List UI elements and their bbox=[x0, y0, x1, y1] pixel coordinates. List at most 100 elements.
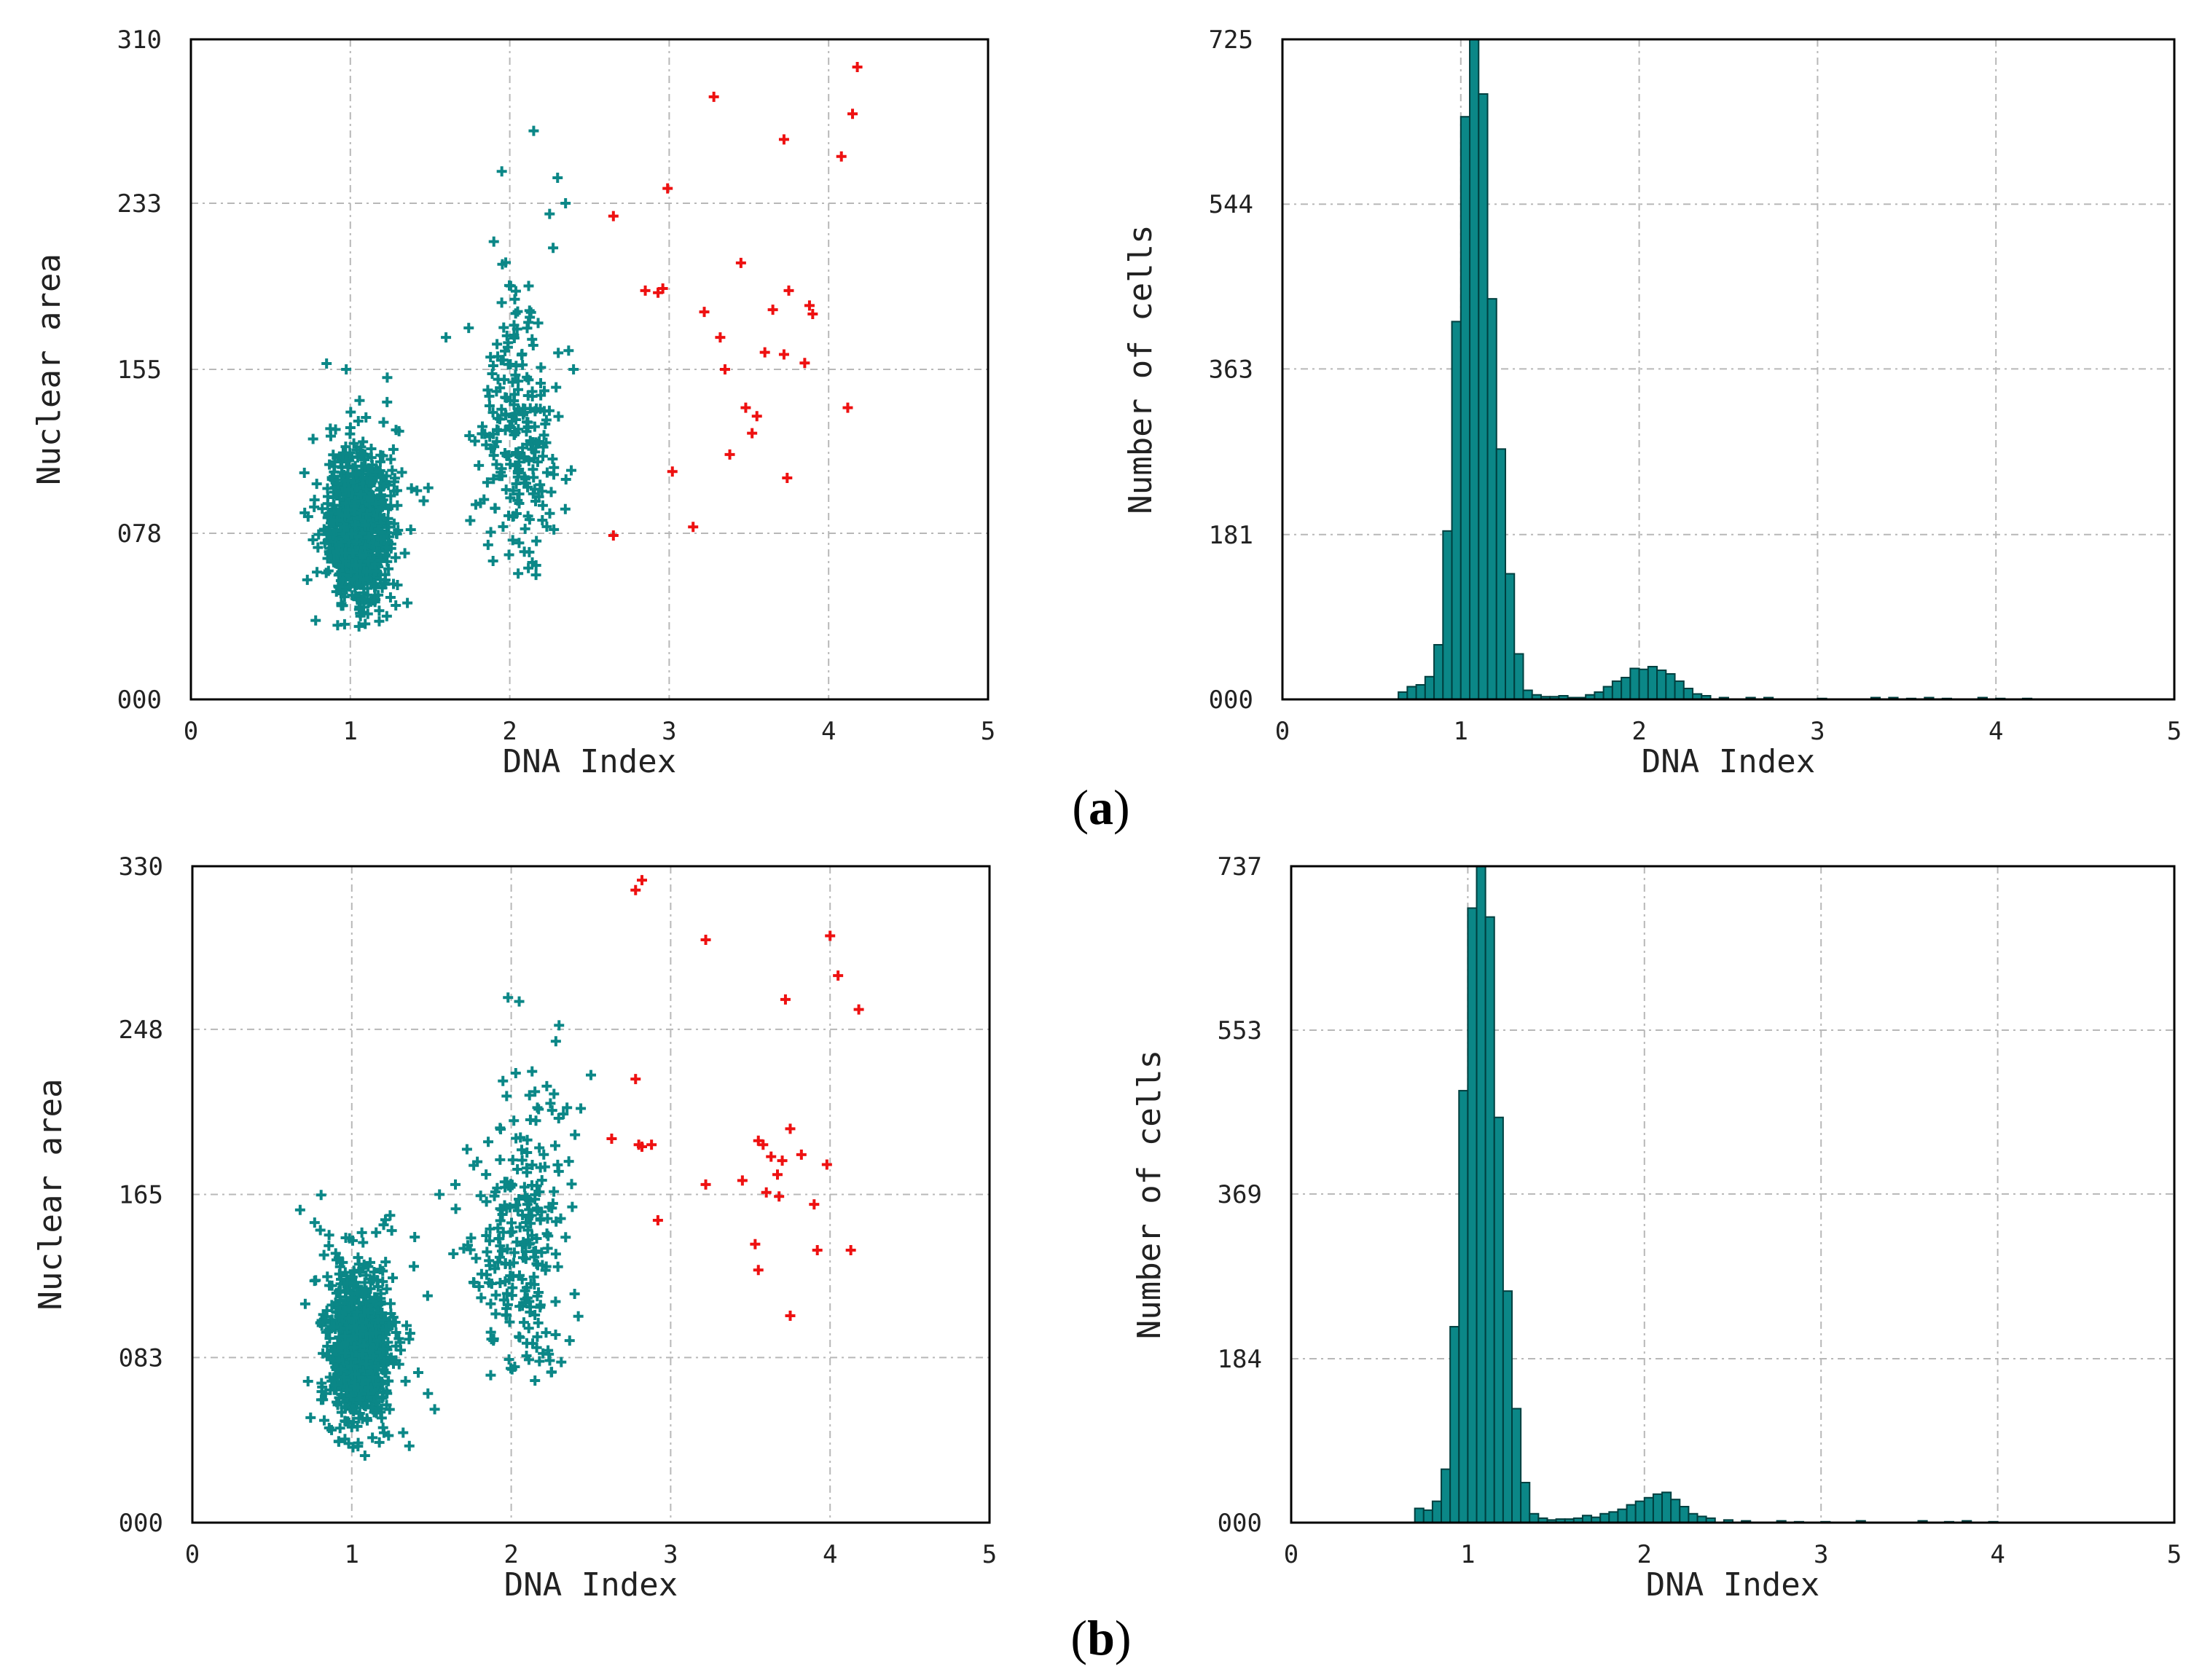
data-point bbox=[367, 1275, 378, 1286]
data-point bbox=[560, 503, 571, 514]
data-point bbox=[354, 395, 365, 406]
data-point bbox=[321, 358, 332, 369]
histogram-bar bbox=[1626, 1504, 1637, 1524]
data-point bbox=[481, 1196, 492, 1207]
data-point bbox=[363, 1382, 374, 1393]
data-point bbox=[318, 524, 329, 535]
data-point bbox=[537, 500, 548, 511]
data-point bbox=[531, 535, 542, 546]
data-point bbox=[340, 1416, 350, 1426]
data-point bbox=[496, 1246, 507, 1257]
data-point bbox=[527, 1066, 538, 1077]
data-point bbox=[509, 332, 520, 343]
data-point bbox=[537, 515, 548, 526]
data-point bbox=[404, 1334, 415, 1345]
series-outlier bbox=[608, 61, 863, 541]
outlier-point bbox=[699, 307, 710, 318]
data-point bbox=[388, 444, 399, 455]
data-point bbox=[329, 1380, 340, 1391]
data-point bbox=[391, 1327, 401, 1338]
data-point bbox=[418, 495, 429, 506]
data-point bbox=[324, 1333, 335, 1344]
data-point bbox=[375, 466, 385, 476]
data-point bbox=[482, 385, 493, 396]
data-point bbox=[495, 1154, 506, 1165]
outlier-point bbox=[735, 257, 746, 268]
data-point bbox=[524, 1296, 535, 1307]
data-point bbox=[556, 1357, 567, 1367]
data-point bbox=[491, 459, 502, 470]
data-point bbox=[356, 489, 367, 500]
outlier-point bbox=[807, 309, 818, 320]
data-point bbox=[362, 608, 373, 619]
data-point bbox=[380, 575, 391, 586]
histogram-bar bbox=[1602, 686, 1613, 700]
x-tick-label: 5 bbox=[982, 1540, 997, 1569]
data-point bbox=[504, 549, 514, 560]
data-point bbox=[528, 1271, 539, 1282]
data-point bbox=[476, 1292, 487, 1303]
histogram-bar bbox=[1674, 680, 1685, 700]
data-point bbox=[356, 1227, 367, 1238]
data-point bbox=[533, 1317, 544, 1328]
data-point bbox=[534, 1356, 545, 1367]
data-point bbox=[349, 501, 360, 511]
data-point bbox=[538, 1149, 549, 1160]
data-point bbox=[448, 1248, 459, 1259]
data-point bbox=[357, 1349, 368, 1359]
data-point bbox=[517, 348, 528, 359]
x-tick-label: 5 bbox=[2167, 1540, 2182, 1569]
data-point bbox=[302, 574, 313, 585]
data-point bbox=[506, 1290, 517, 1301]
data-point bbox=[340, 1434, 350, 1445]
histogram-bars bbox=[1398, 39, 2033, 701]
data-point bbox=[549, 1186, 560, 1197]
data-point bbox=[494, 1233, 505, 1244]
data-point bbox=[375, 534, 386, 545]
histogram-bar bbox=[1431, 1500, 1443, 1523]
outlier-point bbox=[646, 1139, 657, 1150]
data-point bbox=[369, 582, 380, 593]
data-point bbox=[490, 1186, 501, 1197]
data-point bbox=[489, 441, 500, 452]
data-point bbox=[498, 322, 509, 333]
data-point bbox=[497, 1209, 508, 1220]
data-point bbox=[348, 1442, 358, 1453]
data-point bbox=[357, 1322, 368, 1333]
data-point bbox=[381, 541, 392, 552]
histogram-bar bbox=[1608, 1511, 1619, 1524]
data-point bbox=[562, 1102, 573, 1113]
data-point bbox=[381, 1284, 392, 1295]
data-point bbox=[375, 513, 385, 524]
outlier-point bbox=[777, 1155, 788, 1166]
data-point bbox=[517, 1145, 528, 1155]
data-point bbox=[423, 482, 434, 493]
plot-frame bbox=[191, 865, 991, 1524]
histogram-bar bbox=[1486, 298, 1497, 700]
data-point bbox=[321, 568, 332, 578]
data-point bbox=[370, 498, 381, 509]
histogram-bar bbox=[1652, 1493, 1664, 1523]
x-tick-label: 2 bbox=[1631, 717, 1646, 746]
data-point bbox=[404, 1440, 415, 1451]
x-tick-label: 1 bbox=[345, 1540, 359, 1569]
data-point bbox=[313, 529, 324, 540]
data-point bbox=[532, 1331, 543, 1342]
data-point bbox=[348, 1278, 359, 1289]
data-point bbox=[408, 1261, 419, 1272]
outlier-point bbox=[761, 1187, 772, 1198]
data-point bbox=[462, 1240, 473, 1251]
data-point bbox=[520, 1217, 531, 1228]
data-point bbox=[474, 1281, 485, 1292]
data-point bbox=[322, 529, 333, 540]
data-point bbox=[526, 1180, 537, 1191]
data-point bbox=[541, 1327, 552, 1338]
outlier-point bbox=[758, 1139, 769, 1150]
data-point bbox=[488, 450, 499, 461]
data-point bbox=[522, 323, 533, 334]
y-tick-label: 233 bbox=[117, 189, 162, 219]
data-point bbox=[495, 414, 506, 425]
data-point bbox=[558, 1109, 569, 1120]
data-point bbox=[541, 467, 552, 478]
data-point bbox=[566, 1179, 577, 1190]
